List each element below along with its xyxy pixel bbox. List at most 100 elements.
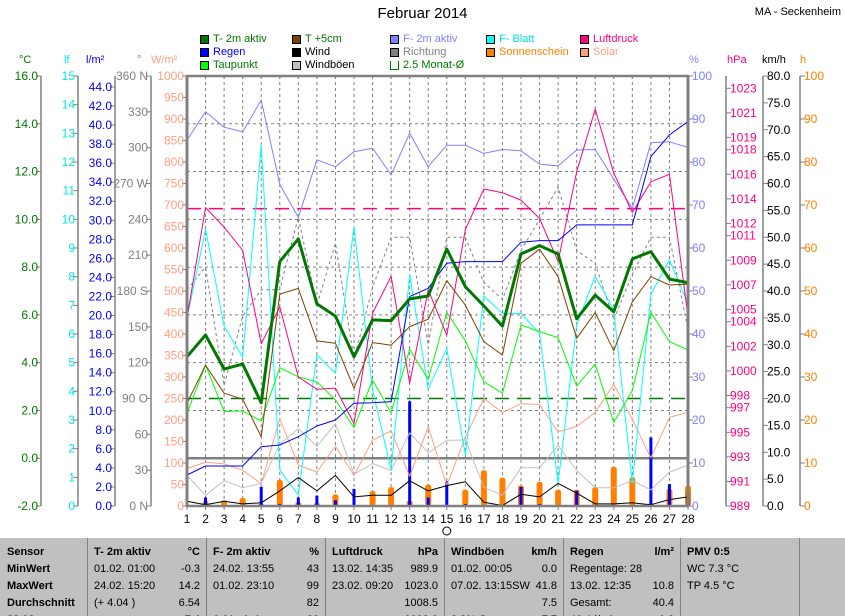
axis-tick-label: 500 <box>164 284 184 298</box>
data-point-windb-en <box>575 469 578 472</box>
data-point-wind <box>575 492 578 495</box>
table-section-unit: l/m² <box>654 546 674 558</box>
x-tick-label: 13 <box>403 512 417 526</box>
axis-tick-label: 550 <box>164 263 184 277</box>
table-row-label: Durchschnitt <box>7 597 75 609</box>
x-tick-label: 17 <box>477 512 491 526</box>
data-point-wind <box>278 489 281 492</box>
axis-tick-label: 6 <box>68 327 75 341</box>
data-point-t-2m-aktiv <box>668 278 671 281</box>
data-point-t-5cm <box>390 344 393 347</box>
data-point-f-blatt <box>223 324 226 327</box>
data-point-t-2m-aktiv <box>241 363 244 366</box>
data-point-wind <box>297 476 300 479</box>
rain-daily-bar <box>520 487 523 506</box>
axis-tick-label: 250 <box>164 392 184 406</box>
axis-tick-label: 40.0 <box>89 118 113 132</box>
data-point-t-5cm <box>278 293 281 296</box>
axis-tick-label: 30.0 <box>767 338 791 352</box>
x-tick-label: 20 <box>533 512 547 526</box>
axis-tick-label: 28.0 <box>89 232 113 246</box>
table-cell-time: 23.02. 09:20 <box>332 580 393 592</box>
data-point-f-2m-aktiv <box>649 141 652 144</box>
data-point-taupunkt <box>631 389 634 392</box>
data-point-luftdruck <box>334 387 337 390</box>
data-point-f-2m-aktiv <box>390 173 393 176</box>
sunshine-bar <box>462 490 468 506</box>
data-point-windb-en <box>482 486 485 489</box>
data-point-t-2m-aktiv <box>575 317 578 320</box>
axis-tick-label: 0.0 <box>21 451 38 465</box>
data-point-richtung <box>204 266 207 269</box>
data-point-regen <box>538 239 541 242</box>
axis-tick-label: 8 <box>68 270 75 284</box>
data-point-t-5cm <box>464 304 467 307</box>
data-point-luftdruck <box>649 180 652 183</box>
data-point-f-blatt <box>520 312 523 315</box>
data-point-t-2m-aktiv <box>334 315 337 318</box>
data-point-richtung <box>594 262 597 265</box>
rain-daily-bar <box>315 496 318 506</box>
data-point-t-2m-aktiv <box>371 318 374 321</box>
axis-tick-label: 350 <box>164 349 184 363</box>
table-column-divider <box>680 538 681 616</box>
axis-tick-label: 25.0 <box>767 365 791 379</box>
data-point-taupunkt <box>408 348 411 351</box>
data-point-richtung <box>482 281 485 284</box>
data-point-f-2m-aktiv <box>668 140 671 143</box>
data-point-f-blatt <box>631 482 634 485</box>
data-point-luftdruck <box>594 108 597 111</box>
axis-tick-label: 26.0 <box>89 251 113 265</box>
axis-tick-label: 60.0 <box>767 177 791 191</box>
axis-tick-label: 20.0 <box>89 309 113 323</box>
x-tick-label: 18 <box>496 512 510 526</box>
data-point-f-2m-aktiv <box>594 148 597 151</box>
data-point-f-blatt <box>501 312 504 315</box>
data-point-wind <box>427 489 430 492</box>
axis-tick-label: 8.0 <box>95 423 112 437</box>
data-point-regen <box>334 419 337 422</box>
table-cell-value: 1008.5 <box>404 597 438 609</box>
data-point-f-blatt <box>445 347 448 350</box>
axis-tick-label: 1018 <box>730 143 757 157</box>
table-cell-value: 6.54 <box>179 597 200 609</box>
axis-tick-label: 1014 <box>730 192 757 206</box>
data-point-t-2m-aktiv <box>278 260 281 263</box>
data-point-t-5cm <box>241 398 244 401</box>
axis-tick-label: 1007 <box>730 278 757 292</box>
data-point-t-2m-aktiv <box>353 355 356 358</box>
axis-tick-label: 10 <box>804 456 818 470</box>
axis-tick-label: 75.0 <box>767 96 791 110</box>
axis-tick-label: 100 <box>692 69 712 83</box>
data-point-f-2m-aktiv <box>278 183 281 186</box>
axis-tick-label: 180 S <box>117 284 148 298</box>
data-point-luftdruck <box>371 312 374 315</box>
axis-tick-label: 0 <box>177 499 184 513</box>
x-tick-label: 11 <box>366 512 379 526</box>
data-point-t-5cm <box>631 300 634 303</box>
data-point-f-2m-aktiv <box>241 130 244 133</box>
data-point-f-blatt <box>260 144 263 147</box>
axis-tick-label: 5 <box>68 356 75 370</box>
table-cell-value: 43 <box>307 563 319 575</box>
data-point-t-5cm <box>557 275 560 278</box>
axis-tick-label: 330 <box>128 105 148 119</box>
data-point-wind <box>353 495 356 498</box>
axis-tick-label: 14 <box>62 98 76 112</box>
data-point-solar <box>612 383 615 386</box>
data-point-t-5cm <box>612 349 615 352</box>
axis-tick-label: 50.0 <box>767 230 791 244</box>
table-cell-time: (+ 4.04 ) <box>94 597 135 609</box>
axis-tick-label: 300 <box>164 370 184 384</box>
data-point-wind <box>557 482 560 485</box>
data-point-taupunkt <box>668 340 671 343</box>
axis-tick-label: 100 <box>804 69 824 83</box>
axis-tick-label: 11 <box>63 184 76 198</box>
data-point-windb-en <box>223 479 226 482</box>
data-point-luftdruck <box>260 342 263 345</box>
axis-tick-label: 55.0 <box>767 203 791 217</box>
x-tick-label: 15 <box>440 512 454 526</box>
axis-tick-label: 100 <box>164 456 184 470</box>
axis-tick-label: 1009 <box>730 253 757 267</box>
axis-tick-label: 40 <box>804 327 818 341</box>
